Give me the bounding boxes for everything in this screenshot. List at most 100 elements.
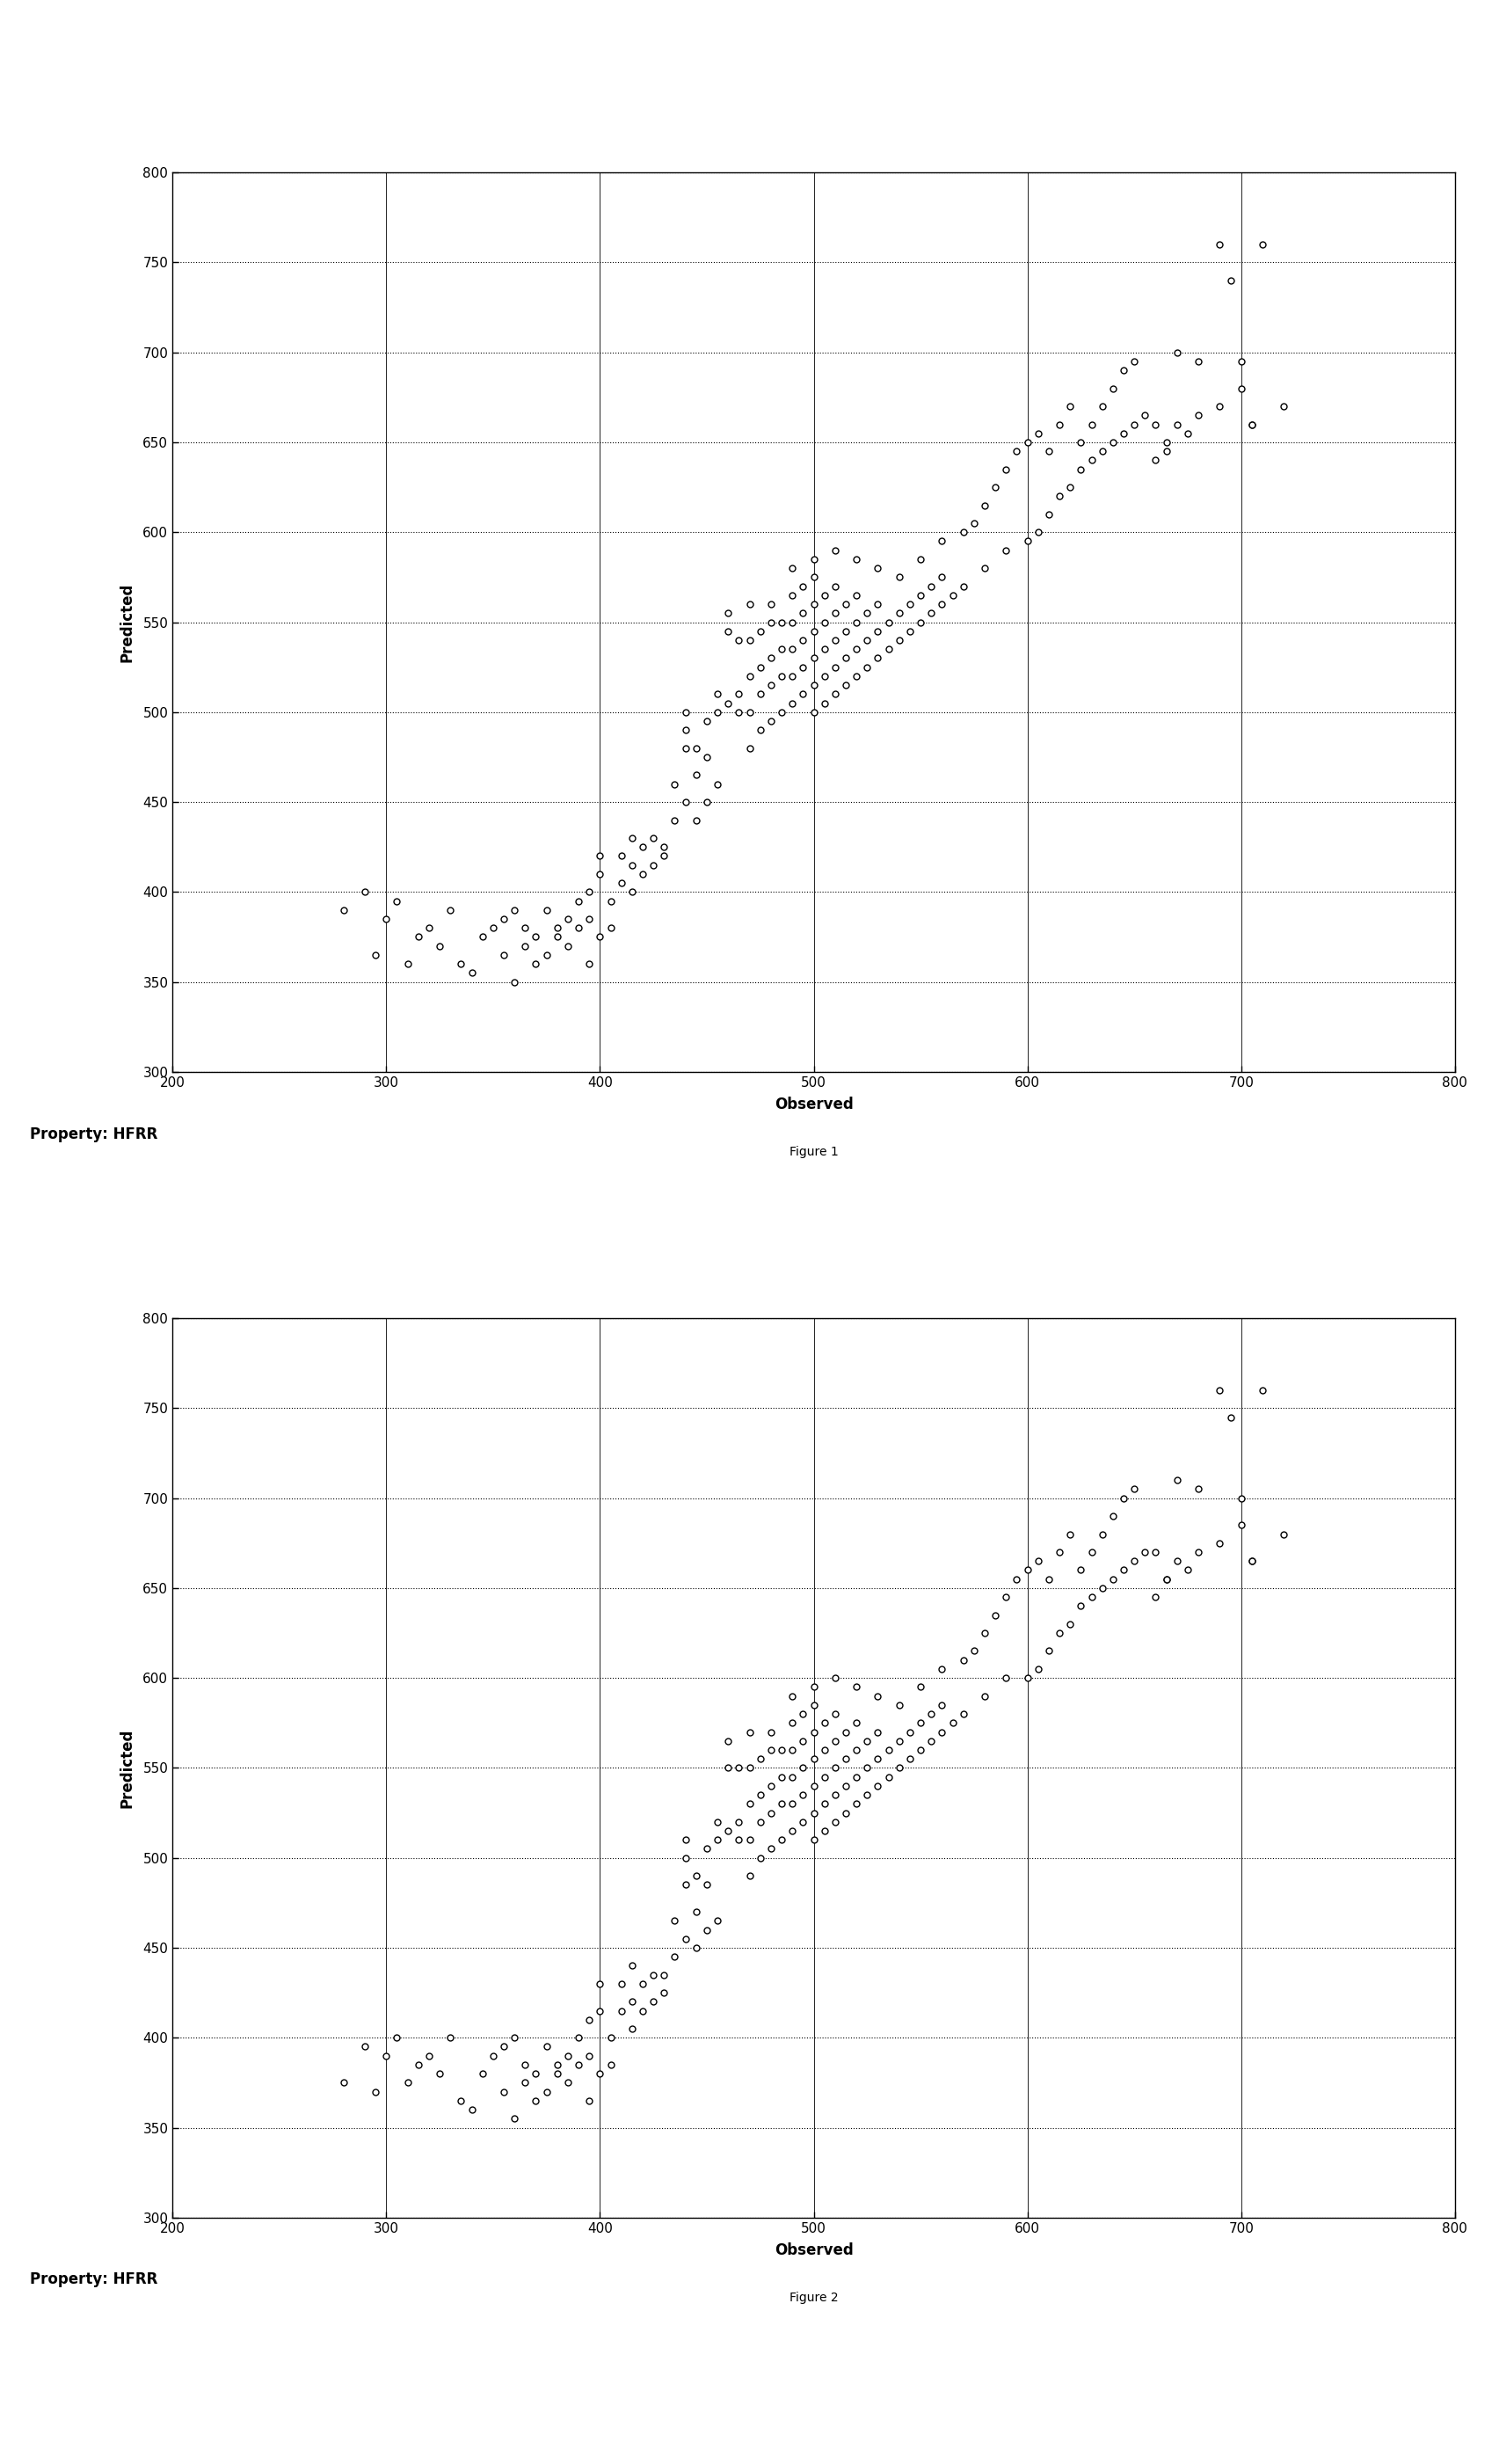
Point [1271,1515,1295,1555]
Point [833,638,857,678]
Point [748,1740,772,1779]
Point [908,1668,932,1708]
Point [1079,404,1103,444]
Point [908,1703,932,1742]
Point [961,1631,985,1671]
Point [673,692,697,732]
Point [738,1821,761,1860]
Point [513,2045,537,2085]
Point [1079,441,1103,480]
Point [1186,1533,1210,1572]
Point [513,909,537,949]
Point [748,1801,772,1841]
Point [908,1730,932,1769]
X-axis label: Observed: Observed [773,1096,853,1111]
Point [950,567,974,606]
Point [800,540,824,579]
Point [812,1757,836,1796]
Point [971,485,995,525]
Point [694,702,718,742]
Point [1250,1370,1274,1409]
Point [544,2045,568,2085]
Point [427,2055,451,2094]
Point [619,872,643,912]
Point [823,1749,847,1789]
Point [1025,1542,1049,1582]
Point [1036,431,1060,471]
Point [983,468,1007,508]
Point [940,577,964,616]
Point [865,1767,889,1806]
Point [642,1981,666,2020]
Point [1132,1533,1156,1572]
Point [1207,1523,1231,1562]
Point [1121,342,1145,382]
Point [684,756,708,796]
Point [779,1703,803,1742]
Point [1186,342,1210,382]
Point [694,784,718,823]
Point [800,1668,824,1708]
Point [779,655,803,695]
Point [1069,1550,1093,1589]
Point [705,675,729,715]
Point [642,1954,666,1993]
Point [609,1991,633,2030]
Point [833,1767,857,1806]
Point [790,648,814,687]
Point [844,628,868,668]
Point [609,862,633,902]
Point [492,2028,516,2067]
Point [758,665,782,705]
Point [1100,421,1124,461]
Point [886,1749,910,1789]
Point [598,2018,622,2057]
Point [544,909,568,949]
Point [1207,1370,1231,1409]
Point [1228,1506,1252,1545]
Point [513,926,537,966]
Point [1165,404,1189,444]
Point [886,1722,910,1762]
Point [1111,414,1135,453]
Point [800,1712,824,1752]
Point [1090,1515,1114,1555]
Point [556,2062,580,2102]
Point [1240,404,1264,444]
Point [769,655,793,695]
Point [800,638,824,678]
Point [961,503,985,542]
Point [833,611,857,650]
Point [823,1658,847,1698]
Point [779,1784,803,1823]
Point [779,628,803,668]
Point [1015,421,1039,461]
Point [534,890,558,929]
Point [1132,397,1156,436]
Point [663,1937,687,1976]
Point [898,1712,922,1752]
Point [331,2062,355,2102]
Point [481,909,505,949]
Point [598,882,622,922]
Point [715,1749,739,1789]
Point [448,944,472,983]
Point [438,2018,462,2057]
Point [513,2062,537,2102]
Point [812,628,836,668]
Point [1154,1560,1178,1599]
Point [577,2035,601,2075]
Point [684,729,708,769]
Point [727,1821,751,1860]
Point [790,1801,814,1841]
Point [769,1757,793,1796]
Text: Figure 2: Figure 2 [788,2292,838,2304]
Point [865,1712,889,1752]
Point [1121,1542,1145,1582]
Point [748,710,772,749]
Point [1207,224,1231,264]
Text: Figure 1: Figure 1 [788,1146,838,1158]
Point [727,1749,751,1789]
Point [748,611,772,650]
Point [705,1902,729,1942]
